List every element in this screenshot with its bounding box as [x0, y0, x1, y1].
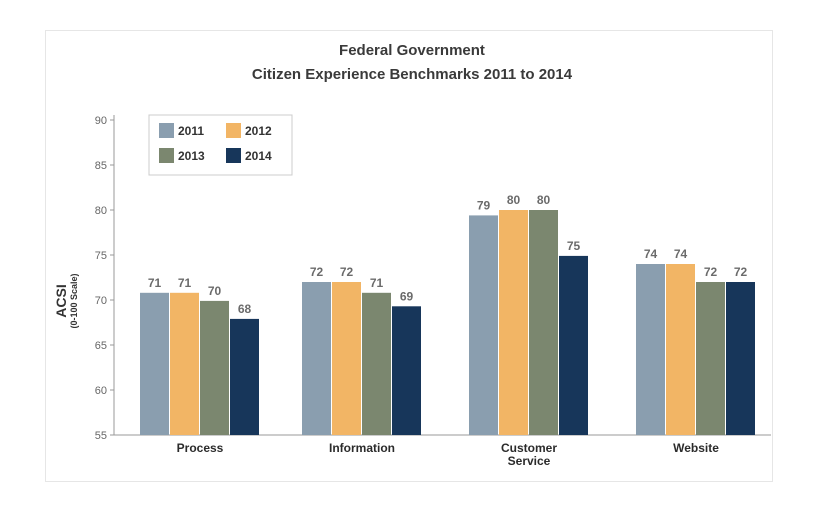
bar — [636, 264, 665, 435]
bar — [392, 306, 421, 435]
data-label: 71 — [148, 276, 162, 290]
data-label: 72 — [704, 265, 718, 279]
chart-panel: Federal Government Citizen Experience Be… — [45, 30, 773, 482]
y-tick-label: 60 — [95, 385, 107, 397]
y-tick-label: 75 — [95, 250, 107, 262]
data-label: 68 — [238, 302, 252, 316]
legend-swatch — [159, 123, 174, 138]
bar — [726, 282, 755, 435]
data-label: 71 — [178, 276, 192, 290]
legend-label: 2011 — [178, 124, 204, 138]
chart-subtitle: Citizen Experience Benchmarks 2011 to 20… — [252, 66, 573, 83]
legend-label: 2014 — [245, 149, 272, 163]
legend: 2011 2012 2013 2014 — [148, 114, 293, 176]
bar — [499, 210, 528, 435]
y-tick-label: 65 — [95, 340, 107, 352]
data-label: 69 — [400, 289, 414, 303]
bar — [529, 210, 558, 435]
data-label: 72 — [310, 265, 324, 279]
x-category-label: Customer — [501, 441, 557, 455]
data-label: 75 — [567, 239, 581, 253]
legend-swatch — [226, 148, 241, 163]
bar — [469, 215, 498, 435]
y-axis-sublabel: (0-100 Scale) — [69, 273, 79, 328]
x-category-label: Process — [177, 441, 224, 455]
x-category-label: Information — [329, 441, 395, 455]
data-label: 80 — [537, 193, 551, 207]
data-label: 80 — [507, 193, 521, 207]
data-label: 72 — [340, 265, 354, 279]
data-labels: 71 71 70 68 72 72 71 69 79 80 80 75 74 74 72 72 — [148, 193, 748, 316]
legend-swatch — [226, 123, 241, 138]
y-tick-label: 55 — [95, 430, 107, 442]
bar — [559, 255, 588, 435]
bar — [140, 292, 169, 435]
x-category-label: Website — [673, 441, 719, 455]
y-tick-label: 80 — [95, 205, 107, 217]
chart-title: Federal Government — [339, 42, 485, 59]
legend-label: 2012 — [245, 124, 272, 138]
data-label: 74 — [674, 247, 688, 261]
y-tick-label: 70 — [95, 295, 107, 307]
data-label: 71 — [370, 276, 384, 290]
chart: Federal Government Citizen Experience Be… — [53, 42, 771, 468]
bar — [332, 282, 361, 435]
data-label: 74 — [644, 247, 658, 261]
bar — [230, 318, 259, 435]
data-label: 79 — [477, 198, 491, 212]
legend-swatch — [159, 148, 174, 163]
data-label: 70 — [208, 284, 222, 298]
x-category-label: Service — [508, 454, 551, 468]
y-axis-label: ACSI — [53, 284, 69, 317]
legend-label: 2013 — [178, 149, 205, 163]
y-tick-label: 85 — [95, 160, 107, 172]
bar — [200, 300, 229, 435]
bar — [302, 282, 331, 435]
bar — [362, 292, 391, 435]
bar — [666, 264, 695, 435]
bar — [170, 292, 199, 435]
y-tick-label: 90 — [95, 115, 107, 127]
y-axis-title: ACSI (0-100 Scale) — [53, 273, 79, 328]
data-label: 72 — [734, 265, 748, 279]
bar — [696, 282, 725, 435]
bars — [140, 210, 755, 435]
